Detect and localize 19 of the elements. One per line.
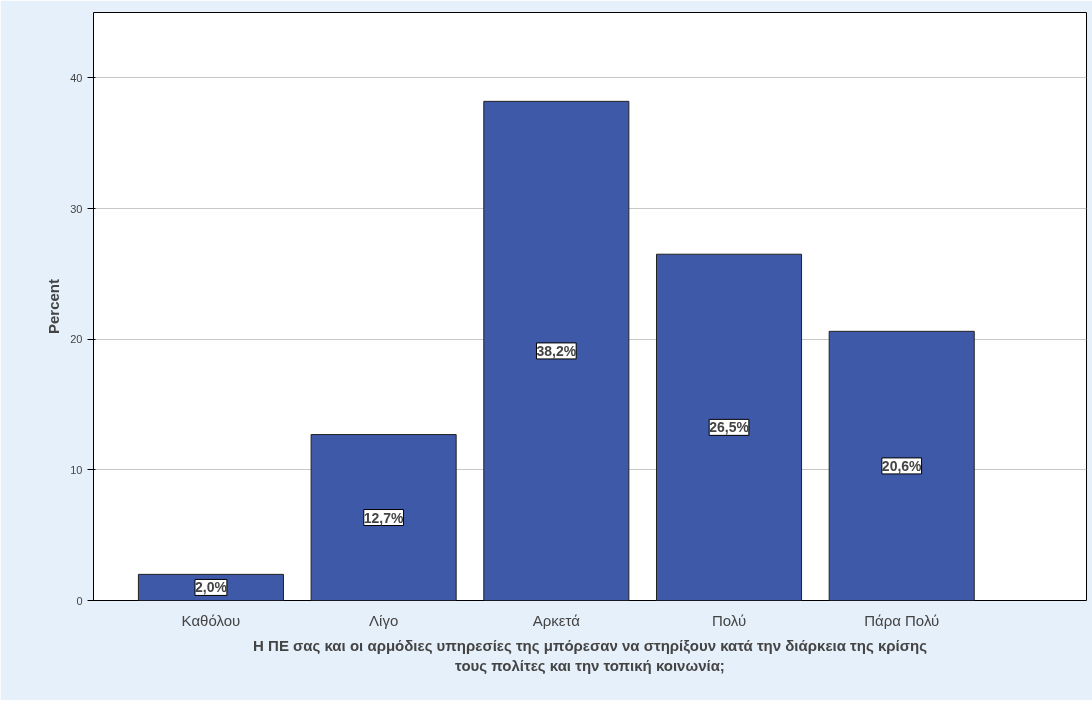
bar (655, 253, 803, 601)
y-axis-title: Percent (45, 278, 63, 335)
bar (483, 100, 630, 601)
x-tick-label: Λίγο (369, 611, 399, 629)
x-tick-label: Αρκετά (532, 611, 581, 629)
y-tick-label: 10 (70, 463, 83, 476)
bar (828, 330, 975, 601)
y-tick-label: 40 (70, 71, 83, 84)
x-tick-label: Πάρα Πολύ (864, 611, 940, 629)
y-tick-label: 0 (76, 594, 83, 607)
x-tick-label: Καθόλου (181, 611, 241, 629)
bar (310, 434, 457, 601)
x-axis-title: Η ΠΕ σας και οι αρμόδιες υπηρεσίες της μπόρεσαν να στηρίξουν κατά την διάρκεια της κρίσης τους πολίτες και την τοπική κοινωνία; (253, 636, 928, 674)
data-label: 20,6% (881, 457, 923, 474)
y-tick-label: 20 (70, 333, 83, 346)
data-label: 38,2% (536, 342, 577, 359)
data-label: 12,7% (363, 509, 405, 526)
y-tick-label: 30 (70, 202, 83, 215)
x-tick-label: Πολύ (711, 611, 747, 629)
